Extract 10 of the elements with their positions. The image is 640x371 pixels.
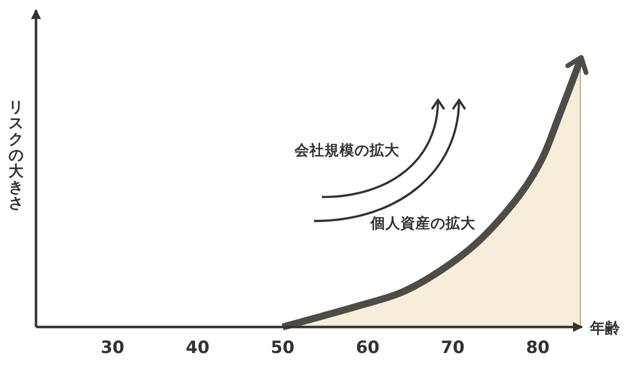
y-axis-title: リスクの大きさ [8, 98, 24, 212]
x-axis-title: 年齢 [589, 319, 621, 337]
x-tick-label: 50 [270, 338, 295, 358]
annotation: 会社規模の拡大 [294, 142, 400, 159]
x-tick-label: 30 [100, 338, 125, 358]
x-tick-label: 60 [356, 338, 380, 358]
x-tick-label: 70 [440, 338, 465, 358]
x-tick-label: 40 [186, 338, 210, 358]
annotation: 個人資産の拡大 [370, 214, 476, 232]
x-tick-label: 80 [526, 338, 550, 358]
